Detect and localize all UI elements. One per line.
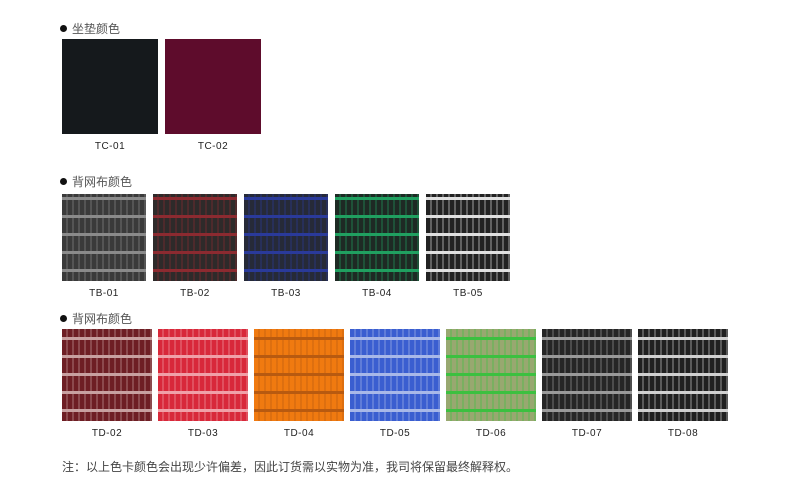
fabric-swatch-image (62, 194, 146, 281)
swatch-tb-03[interactable]: TB-03 (244, 194, 328, 299)
fabric-swatch-image (350, 329, 440, 421)
swatch-td-07[interactable]: TD-07 (542, 329, 632, 439)
swatch-code: TD-04 (283, 428, 315, 439)
swatch-tb-02[interactable]: TB-02 (153, 194, 237, 299)
swatch-code: TD-06 (475, 428, 507, 439)
swatch-td-05[interactable]: TD-05 (350, 329, 440, 439)
section-heading: 背网布颜色 (60, 310, 132, 327)
section-title: 坐垫颜色 (72, 22, 121, 36)
fabric-swatch-image (638, 329, 728, 421)
swatch-code: TD-03 (187, 428, 219, 439)
swatch-code: TB-01 (89, 288, 119, 299)
fabric-swatch-image (62, 329, 152, 421)
swatch-code: TD-05 (379, 428, 411, 439)
fabric-swatch-image (335, 194, 419, 281)
swatch-code: TC-01 (94, 141, 126, 152)
swatch-tb-04[interactable]: TB-04 (335, 194, 419, 299)
fabric-swatch-image (153, 194, 237, 281)
disclaimer-note: 注：以上色卡颜色会出现少许偏差，因此订货需以实物为准，我司将保留最终解释权。 (62, 460, 519, 474)
swatch-td-08[interactable]: TD-08 (638, 329, 728, 439)
swatch-td-03[interactable]: TD-03 (158, 329, 248, 439)
swatch-code: TB-04 (362, 288, 392, 299)
swatch-code: TB-05 (453, 288, 483, 299)
swatch-code: TD-08 (667, 428, 699, 439)
fabric-swatch-image (158, 329, 248, 421)
bullet-icon (60, 315, 67, 322)
swatch-tc-01[interactable]: TC-01 (62, 39, 158, 152)
swatch-code: TB-02 (180, 288, 210, 299)
swatch-tc-02[interactable]: TC-02 (165, 39, 261, 152)
swatch-code: TD-07 (571, 428, 603, 439)
fabric-swatch-image (542, 329, 632, 421)
bullet-icon (60, 25, 67, 32)
swatch-td-04[interactable]: TD-04 (254, 329, 344, 439)
swatch-code: TB-03 (271, 288, 301, 299)
fabric-swatch-image (244, 194, 328, 281)
swatch-tb-01[interactable]: TB-01 (62, 194, 146, 299)
section-heading: 背网布颜色 (60, 173, 132, 190)
fabric-swatch-image (62, 39, 158, 134)
swatch-code: TD-02 (91, 428, 123, 439)
swatch-td-02[interactable]: TD-02 (62, 329, 152, 439)
swatch-tb-05[interactable]: TB-05 (426, 194, 510, 299)
section-heading: 坐垫颜色 (60, 20, 120, 37)
section-title: 背网布颜色 (72, 312, 133, 326)
fabric-swatch-image (254, 329, 344, 421)
swatch-td-06[interactable]: TD-06 (446, 329, 536, 439)
fabric-swatch-image (446, 329, 536, 421)
bullet-icon (60, 178, 67, 185)
swatch-code: TC-02 (197, 141, 229, 152)
fabric-swatch-image (165, 39, 261, 134)
fabric-swatch-image (426, 194, 510, 281)
section-title: 背网布颜色 (72, 175, 133, 189)
